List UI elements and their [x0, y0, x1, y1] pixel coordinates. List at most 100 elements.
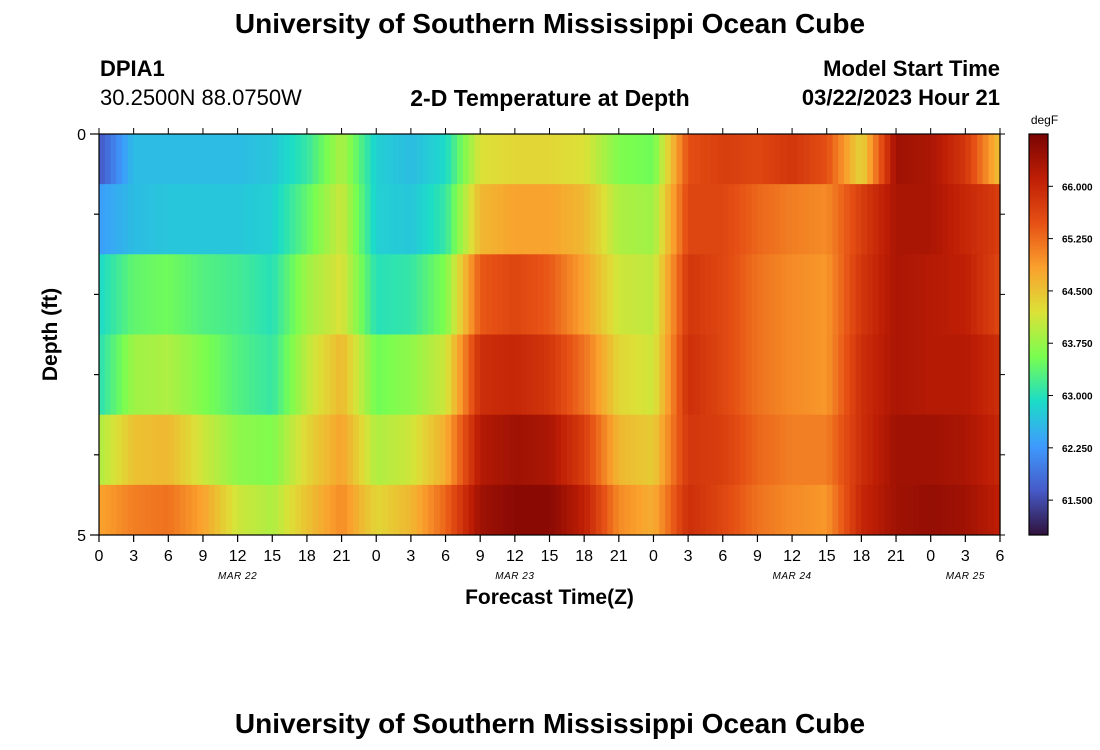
heatmap-cell — [370, 254, 377, 335]
heatmap-cell — [480, 334, 487, 416]
heatmap-cell — [457, 484, 464, 536]
heatmap-cell — [202, 184, 210, 255]
heatmap-cell — [844, 334, 851, 416]
heatmap-cell — [347, 254, 354, 335]
heatmap-cell — [451, 414, 458, 486]
heatmap-cell — [266, 414, 273, 486]
heatmap-cell — [595, 184, 603, 255]
heatmap-cell — [428, 134, 435, 185]
heatmap-cell — [757, 254, 764, 335]
heatmap-cell — [410, 334, 418, 416]
heatmap-cell — [820, 414, 828, 486]
heatmap-cell — [803, 334, 811, 416]
heatmap-cell — [919, 134, 926, 185]
heatmap-cell — [919, 184, 926, 255]
colorbar-unit-label: degF — [1031, 113, 1058, 127]
heatmap-cell — [901, 184, 909, 255]
heatmap-cell — [965, 414, 972, 486]
heatmap-cell — [786, 134, 793, 185]
heatmap-cell — [849, 414, 857, 486]
heatmap-cell — [295, 484, 302, 536]
heatmap-cell — [110, 184, 117, 255]
heatmap-cell — [820, 134, 828, 185]
heatmap-cell — [607, 414, 614, 486]
heatmap-cell — [127, 334, 135, 416]
heatmap-cell — [468, 334, 476, 416]
heatmap-cell — [763, 254, 770, 335]
heatmap-cell — [734, 334, 741, 416]
heatmap-cell — [283, 334, 291, 416]
heatmap-cell — [462, 254, 470, 335]
heatmap-cell — [445, 414, 452, 486]
heatmap-cell — [728, 414, 735, 486]
heatmap-cell — [272, 134, 279, 185]
heatmap-cell — [428, 414, 435, 486]
heatmap-cell — [653, 134, 660, 185]
heatmap-cell — [613, 134, 620, 185]
heatmap-cell — [260, 414, 268, 486]
heatmap-cell — [670, 254, 678, 335]
colorbar-tick-label: 63.000 — [1062, 392, 1093, 403]
heatmap-cell — [780, 484, 787, 536]
heatmap-cell — [584, 414, 591, 486]
heatmap-cell — [566, 254, 574, 335]
heatmap-cell — [838, 254, 845, 335]
heatmap-cell — [826, 134, 834, 185]
heatmap-cell — [745, 184, 753, 255]
heatmap-cell — [457, 414, 464, 486]
heatmap-cell — [572, 334, 579, 416]
heatmap-cell — [532, 414, 539, 486]
heatmap-cell — [162, 184, 169, 255]
heatmap-cell — [896, 414, 903, 486]
heatmap-cell — [740, 254, 747, 335]
heatmap-cell — [768, 484, 776, 536]
heatmap-cell — [382, 414, 389, 486]
heatmap-cell — [416, 414, 424, 486]
heatmap-cell — [913, 484, 920, 536]
heatmap-cell — [647, 134, 655, 185]
heatmap-cell — [797, 414, 805, 486]
heatmap-cell — [382, 484, 389, 536]
heatmap-cell — [122, 484, 129, 536]
heatmap-cell — [768, 184, 776, 255]
heatmap-cell — [335, 334, 343, 416]
heatmap-cell — [589, 334, 597, 416]
heatmap-cell — [711, 484, 718, 536]
heatmap-cell — [555, 184, 562, 255]
heatmap-cell — [468, 134, 476, 185]
heatmap-cell — [901, 484, 909, 536]
heatmap-cell — [266, 484, 273, 536]
heatmap-cell — [826, 254, 834, 335]
heatmap-cell — [561, 414, 568, 486]
colorbar-gradient — [1028, 133, 1049, 536]
heatmap-cell — [445, 134, 452, 185]
heatmap-cell — [953, 254, 961, 335]
heatmap-cell — [740, 334, 747, 416]
heatmap-cell — [861, 414, 868, 486]
heatmap-cell — [919, 414, 926, 486]
heatmap-cell — [757, 334, 764, 416]
heatmap-cell — [318, 254, 325, 335]
y-tick-label: 5 — [77, 528, 86, 545]
heatmap-cell — [330, 334, 337, 416]
heatmap-cell — [295, 184, 302, 255]
heatmap-cell — [439, 334, 447, 416]
heatmap-cell — [433, 184, 441, 255]
heatmap-cell — [341, 184, 348, 255]
heatmap-cell — [335, 414, 343, 486]
heatmap-cell — [907, 134, 914, 185]
heatmap-cell — [457, 184, 464, 255]
x-tick-label: 0 — [926, 548, 935, 565]
heatmap-cell — [330, 254, 337, 335]
heatmap-cell — [647, 334, 655, 416]
heatmap-cell — [514, 184, 522, 255]
heatmap-cell — [786, 254, 793, 335]
heatmap-cell — [260, 184, 268, 255]
heatmap-cell — [670, 134, 678, 185]
heatmap-cell — [734, 184, 741, 255]
heatmap-cell — [347, 484, 354, 536]
heatmap-cell — [965, 484, 972, 536]
heatmap-cell — [497, 134, 504, 185]
heatmap-cell — [728, 184, 735, 255]
heatmap-cell — [780, 184, 787, 255]
